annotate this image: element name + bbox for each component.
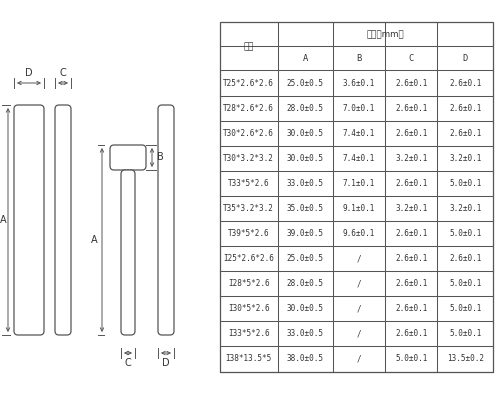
Text: 2.6±0.1: 2.6±0.1	[395, 179, 428, 188]
Text: 25.0±0.5: 25.0±0.5	[287, 78, 324, 88]
Text: T28*2.6*2.6: T28*2.6*2.6	[224, 104, 274, 113]
Text: 5.0±0.1: 5.0±0.1	[395, 354, 428, 364]
Text: 3.2±0.1: 3.2±0.1	[449, 154, 482, 163]
Text: 7.1±0.1: 7.1±0.1	[342, 179, 375, 188]
FancyBboxPatch shape	[55, 105, 71, 335]
Text: 5.0±0.1: 5.0±0.1	[449, 304, 482, 313]
Text: 35.0±0.5: 35.0±0.5	[287, 204, 324, 213]
Text: /: /	[356, 304, 361, 313]
Text: 33.0±0.5: 33.0±0.5	[287, 329, 324, 338]
Text: /: /	[356, 329, 361, 338]
Text: T39*5*2.6: T39*5*2.6	[228, 229, 270, 238]
Text: 33.0±0.5: 33.0±0.5	[287, 179, 324, 188]
Text: C: C	[124, 358, 132, 368]
Text: B: B	[156, 152, 164, 162]
Text: 38.0±0.5: 38.0±0.5	[287, 354, 324, 364]
Text: 2.6±0.1: 2.6±0.1	[449, 254, 482, 263]
Text: I25*2.6*2.6: I25*2.6*2.6	[224, 254, 274, 263]
Text: 3.2±0.1: 3.2±0.1	[449, 204, 482, 213]
Text: C: C	[408, 54, 414, 63]
Text: 2.6±0.1: 2.6±0.1	[395, 129, 428, 138]
Text: D: D	[25, 68, 33, 78]
Text: 5.0±0.1: 5.0±0.1	[449, 229, 482, 238]
Text: C: C	[60, 68, 66, 78]
Text: 3.2±0.1: 3.2±0.1	[395, 204, 428, 213]
Text: I38*13.5*5: I38*13.5*5	[226, 354, 272, 364]
Text: A: A	[0, 215, 6, 225]
Text: 2.6±0.1: 2.6±0.1	[395, 229, 428, 238]
FancyBboxPatch shape	[14, 105, 44, 335]
Text: 3.6±0.1: 3.6±0.1	[342, 78, 375, 88]
Text: T35*3.2*3.2: T35*3.2*3.2	[224, 204, 274, 213]
Text: 尺寸（mm）: 尺寸（mm）	[366, 30, 405, 39]
Text: 3.2±0.1: 3.2±0.1	[395, 154, 428, 163]
Text: 13.5±0.2: 13.5±0.2	[446, 354, 484, 364]
Text: 28.0±0.5: 28.0±0.5	[287, 279, 324, 288]
Text: 30.0±0.5: 30.0±0.5	[287, 154, 324, 163]
Text: I28*5*2.6: I28*5*2.6	[228, 279, 270, 288]
Text: 25.0±0.5: 25.0±0.5	[287, 254, 324, 263]
Text: 规格: 规格	[244, 42, 254, 51]
Text: 39.0±0.5: 39.0±0.5	[287, 229, 324, 238]
Text: /: /	[356, 354, 361, 364]
Text: 7.0±0.1: 7.0±0.1	[342, 104, 375, 113]
Text: T30*2.6*2.6: T30*2.6*2.6	[224, 129, 274, 138]
Text: 28.0±0.5: 28.0±0.5	[287, 104, 324, 113]
Text: B: B	[356, 54, 362, 63]
Text: I33*5*2.6: I33*5*2.6	[228, 329, 270, 338]
Text: T25*2.6*2.6: T25*2.6*2.6	[224, 78, 274, 88]
Text: 7.4±0.1: 7.4±0.1	[342, 129, 375, 138]
Text: T30*3.2*3.2: T30*3.2*3.2	[224, 154, 274, 163]
FancyBboxPatch shape	[158, 105, 174, 335]
Text: 5.0±0.1: 5.0±0.1	[449, 179, 482, 188]
Text: /: /	[356, 254, 361, 263]
Text: A: A	[90, 235, 98, 245]
Text: 5.0±0.1: 5.0±0.1	[449, 329, 482, 338]
Text: 30.0±0.5: 30.0±0.5	[287, 129, 324, 138]
Text: 2.6±0.1: 2.6±0.1	[395, 78, 428, 88]
Text: 9.6±0.1: 9.6±0.1	[342, 229, 375, 238]
Text: D: D	[162, 358, 170, 368]
Text: 2.6±0.1: 2.6±0.1	[395, 279, 428, 288]
Text: D: D	[462, 54, 468, 63]
Text: 2.6±0.1: 2.6±0.1	[449, 129, 482, 138]
FancyBboxPatch shape	[121, 170, 135, 335]
Text: 2.6±0.1: 2.6±0.1	[449, 78, 482, 88]
Text: 2.6±0.1: 2.6±0.1	[395, 304, 428, 313]
Text: 7.4±0.1: 7.4±0.1	[342, 154, 375, 163]
FancyBboxPatch shape	[110, 145, 146, 170]
Text: 2.6±0.1: 2.6±0.1	[449, 104, 482, 113]
Text: I30*5*2.6: I30*5*2.6	[228, 304, 270, 313]
Text: 2.6±0.1: 2.6±0.1	[395, 254, 428, 263]
Text: T33*5*2.6: T33*5*2.6	[228, 179, 270, 188]
Text: A: A	[302, 54, 308, 63]
Text: 9.1±0.1: 9.1±0.1	[342, 204, 375, 213]
Text: 2.6±0.1: 2.6±0.1	[395, 329, 428, 338]
Text: /: /	[356, 279, 361, 288]
Text: 2.6±0.1: 2.6±0.1	[395, 104, 428, 113]
Text: 30.0±0.5: 30.0±0.5	[287, 304, 324, 313]
Text: 5.0±0.1: 5.0±0.1	[449, 279, 482, 288]
